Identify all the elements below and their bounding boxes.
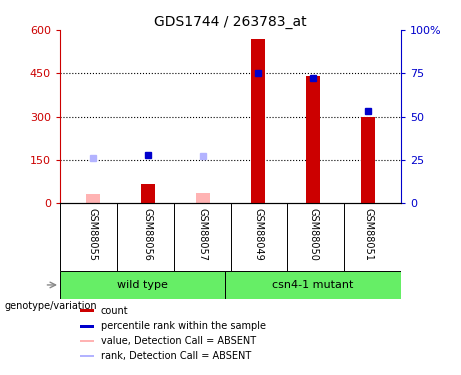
Bar bbox=[225, 271, 401, 299]
Text: GSM88050: GSM88050 bbox=[308, 209, 318, 261]
Bar bbox=[80, 340, 94, 342]
Bar bbox=[306, 76, 320, 203]
Bar bbox=[141, 184, 155, 203]
Bar bbox=[251, 39, 265, 203]
Bar bbox=[196, 193, 210, 203]
Text: value, Detection Call = ABSENT: value, Detection Call = ABSENT bbox=[101, 336, 256, 346]
Bar bbox=[80, 309, 94, 312]
Bar bbox=[86, 194, 100, 203]
Title: GDS1744 / 263783_at: GDS1744 / 263783_at bbox=[154, 15, 307, 29]
Text: genotype/variation: genotype/variation bbox=[5, 301, 97, 310]
Bar bbox=[141, 184, 155, 203]
Text: GSM88055: GSM88055 bbox=[88, 209, 98, 261]
Text: GSM88056: GSM88056 bbox=[143, 209, 153, 261]
Bar bbox=[60, 271, 225, 299]
Text: percentile rank within the sample: percentile rank within the sample bbox=[101, 321, 266, 331]
Text: count: count bbox=[101, 306, 129, 315]
Text: GSM88049: GSM88049 bbox=[253, 209, 263, 261]
Text: GSM88051: GSM88051 bbox=[363, 209, 373, 261]
Bar bbox=[361, 117, 375, 203]
Text: csn4-1 mutant: csn4-1 mutant bbox=[272, 280, 354, 290]
Bar bbox=[80, 325, 94, 328]
Text: rank, Detection Call = ABSENT: rank, Detection Call = ABSENT bbox=[101, 351, 251, 361]
Text: wild type: wild type bbox=[117, 280, 168, 290]
Text: GSM88057: GSM88057 bbox=[198, 209, 208, 261]
Bar bbox=[80, 354, 94, 357]
